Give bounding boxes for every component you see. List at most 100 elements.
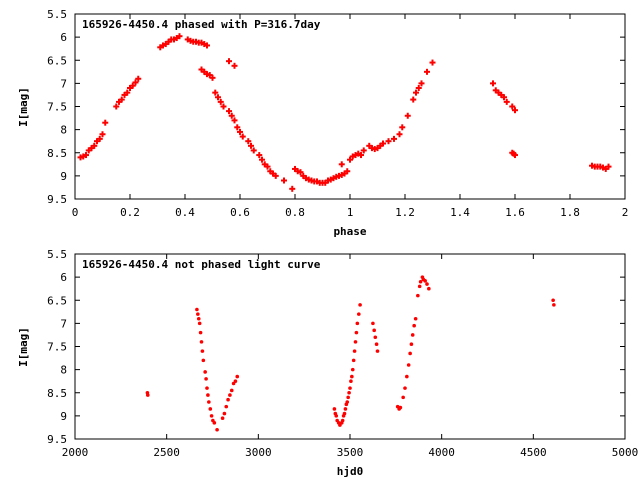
data-point: [135, 75, 142, 82]
y-tick-label: 6: [60, 271, 67, 284]
data-point: [338, 161, 345, 168]
data-point: [234, 124, 241, 131]
data-point: [350, 367, 355, 372]
data-point: [204, 42, 210, 49]
data-point: [195, 307, 199, 312]
x-tick-label: 0: [72, 206, 79, 219]
y-tick-label: 7: [60, 77, 67, 90]
data-point: [198, 330, 203, 335]
phased-chart-panel: 165926-4450.4 phased with P=316.7day pha…: [17, 8, 628, 238]
y-tick-label: 6.5: [47, 294, 67, 307]
data-point: [512, 152, 518, 159]
data-point: [197, 321, 202, 326]
data-point: [427, 286, 431, 291]
data-point: [403, 386, 407, 390]
data-point: [405, 374, 409, 379]
chart-title: 165926-4450.4 not phased light curve: [82, 258, 321, 271]
axis-ticks: 0 0.2 0.4 0.6 0.8 1 1.2 1.4 1.6 1.8 2 5.5 6 6.5 7 7.5 8 8…: [47, 8, 628, 219]
y-tick-label: 5.5: [47, 8, 67, 21]
x-tick-label: 1.4: [450, 206, 470, 219]
data-point: [250, 147, 257, 154]
x-tick-label: 1: [347, 206, 354, 219]
data-point: [334, 414, 339, 418]
data-point: [199, 340, 204, 344]
data-point: [349, 379, 353, 383]
chart-title: 165926-4450.4 phased with P=316.7day: [82, 18, 321, 31]
data-point: [340, 418, 345, 423]
data-point: [501, 94, 507, 101]
data-point: [406, 363, 411, 367]
x-tick-label: 1.2: [395, 206, 415, 219]
data-point: [91, 142, 98, 149]
data-point: [226, 397, 230, 402]
data-point: [224, 404, 229, 409]
data-point: [228, 112, 235, 119]
y-tick-label: 6: [60, 31, 67, 44]
data-point: [347, 156, 353, 163]
x-tick-label: 0.2: [120, 206, 140, 219]
data-point: [424, 68, 430, 75]
data-point: [259, 156, 265, 163]
data-point: [231, 117, 238, 124]
data-point: [551, 298, 555, 303]
data-point: [391, 135, 397, 142]
data-point: [196, 312, 200, 316]
data-point: [353, 340, 358, 344]
data-point: [212, 421, 217, 425]
data-point: [132, 79, 139, 86]
data-point: [206, 393, 210, 397]
data-point: [429, 59, 436, 66]
data-point: [220, 103, 227, 110]
y-tick-label: 8.5: [47, 147, 67, 160]
data-point: [408, 351, 412, 356]
data-point: [231, 62, 238, 69]
data-point: [99, 131, 106, 138]
data-point: [343, 407, 348, 411]
unphased-chart-panel: 165926-4450.4 not phased light curve hjd…: [17, 248, 638, 478]
x-tick-label: 1.8: [560, 206, 580, 219]
data-point: [289, 185, 296, 192]
data-point: [347, 390, 351, 395]
data-point: [113, 103, 120, 110]
data-point: [215, 94, 221, 101]
data-point: [398, 405, 403, 410]
x-tick-label: 2: [622, 206, 629, 219]
data-point: [118, 96, 125, 103]
data-point: [410, 333, 415, 337]
data-point: [415, 85, 422, 91]
data-point: [281, 177, 287, 184]
x-tick-label: 5000: [612, 446, 639, 459]
data-point: [264, 163, 271, 170]
y-tick-label: 7: [60, 317, 67, 330]
x-tick-label: 4500: [520, 446, 547, 459]
data-point: [360, 147, 367, 154]
data-point: [207, 400, 211, 404]
data-point: [233, 379, 238, 383]
y-tick-label: 7.5: [47, 341, 67, 354]
data-point: [404, 112, 411, 119]
data-point: [375, 349, 380, 353]
data-point: [417, 284, 422, 289]
data-point: [215, 427, 219, 432]
data-point: [205, 386, 209, 390]
data-point: [228, 393, 232, 397]
y-tick-label: 9.5: [47, 193, 67, 206]
data-point: [245, 138, 252, 145]
data-point: [380, 140, 386, 147]
data-point: [209, 74, 216, 81]
y-tick-label: 7.5: [47, 101, 67, 114]
data-point: [208, 407, 213, 411]
data-points: [145, 275, 556, 432]
x-tick-label: 1.6: [505, 206, 525, 219]
y-tick-label: 9.5: [47, 433, 67, 446]
y-axis-label: I[mag]: [17, 87, 30, 127]
data-point: [332, 407, 337, 411]
data-point: [129, 82, 136, 89]
data-point: [355, 321, 360, 326]
data-point: [509, 103, 516, 110]
data-point: [412, 323, 416, 328]
data-point: [416, 293, 420, 298]
data-point: [248, 142, 254, 149]
data-point: [201, 358, 206, 363]
